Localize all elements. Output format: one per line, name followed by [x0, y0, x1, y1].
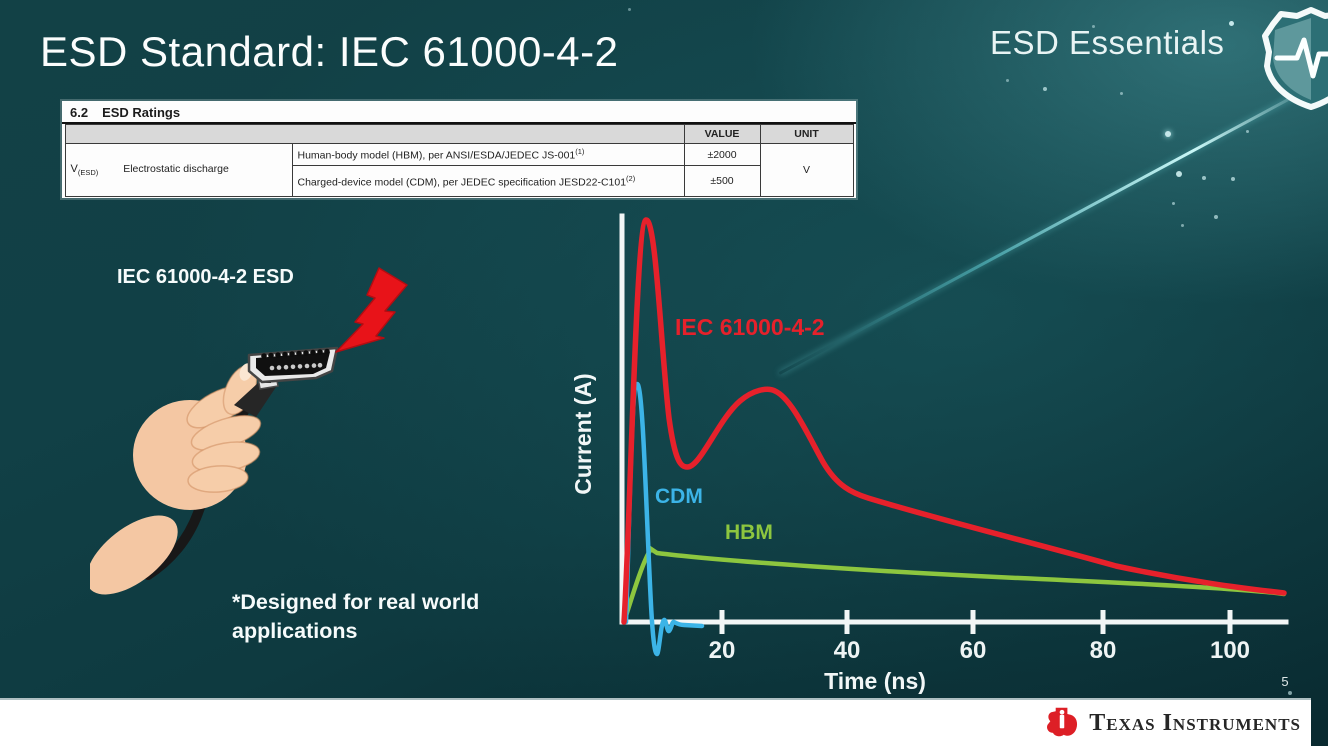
- header-unit: UNIT: [759, 124, 854, 144]
- section-number: 6.2: [70, 105, 89, 120]
- sparkle-dot: [1043, 87, 1047, 91]
- parameter-cell: V(ESD) Electrostatic discharge: [64, 143, 293, 197]
- curve-cdm: [623, 381, 705, 657]
- sparkle-dot: [1214, 215, 1218, 219]
- curve-iec: [621, 217, 1287, 625]
- y-axis-label: Current (A): [570, 373, 596, 495]
- sparkle-dot: [1246, 130, 1249, 133]
- section-title: ESD Ratings: [102, 105, 181, 120]
- x-axis-label: Time (ns): [824, 668, 926, 694]
- unit-cell: V: [759, 143, 854, 197]
- ti-bug-icon: [1047, 707, 1078, 737]
- sparkle-dot: [1189, 38, 1192, 41]
- sparkle-dot: [1229, 21, 1234, 26]
- x-tick-40: 40: [833, 637, 861, 664]
- ratings-heading: 6.2 ESD Ratings: [62, 101, 856, 124]
- series-label-cdm: CDM: [655, 485, 703, 508]
- hand-hdmi-illustration: [86, 255, 430, 600]
- program-badge-label: ESD Essentials: [990, 24, 1225, 61]
- sparkle-dot: [1006, 79, 1009, 82]
- row-value: ±500: [683, 165, 761, 197]
- x-tick-60: 60: [959, 637, 987, 664]
- x-tick-100: 100: [1209, 637, 1251, 664]
- sparkle-dot: [628, 8, 631, 11]
- designed-note: *Designed for real world applications: [232, 590, 480, 644]
- ti-wordmark: Texas Instruments: [1089, 709, 1301, 736]
- page-title: ESD Standard: IEC 61000-4-2: [40, 28, 619, 75]
- slide-number: 5: [1281, 674, 1289, 689]
- esd-waveform-chart: Current (A) Time (ns) 20 40 60 80 100 IE…: [560, 190, 1328, 700]
- hdmi-connector: [247, 346, 339, 384]
- plug-body: [234, 383, 276, 417]
- sparkle-dot: [1288, 691, 1292, 695]
- x-tick-20: 20: [708, 637, 736, 664]
- row-value: ±2000: [683, 143, 761, 166]
- sparkle-dot: [1165, 131, 1171, 137]
- ratings-table: VALUE UNIT V(ESD) Electrostatic discharg…: [64, 124, 854, 197]
- sparkle-dot: [1202, 176, 1206, 180]
- header-value: VALUE: [683, 124, 761, 144]
- series-label-iec: IEC 61000-4-2: [675, 314, 825, 340]
- sparkle-dot: [1172, 202, 1175, 205]
- parameter-name: Electrostatic discharge: [123, 162, 229, 175]
- series-label-hbm: HBM: [725, 521, 773, 544]
- symbol: V(ESD): [70, 162, 99, 178]
- sparkle-dot: [1231, 177, 1235, 181]
- illustration-label: IEC 61000-4-2 ESD: [117, 266, 294, 288]
- row-desc: Charged-device model (CDM), per JEDEC sp…: [291, 165, 685, 197]
- lightning-bolt-icon: [335, 267, 408, 353]
- sparkle-dot: [1092, 25, 1095, 28]
- x-tick-80: 80: [1089, 637, 1117, 664]
- sparkle-dot: [1181, 224, 1184, 227]
- footer-bar: Texas Instruments: [0, 698, 1311, 746]
- row-desc: Human-body model (HBM), per ANSI/ESDA/JE…: [291, 143, 685, 166]
- ti-logo: Texas Instruments: [1044, 705, 1301, 741]
- esd-ratings-panel: 6.2 ESD Ratings VALUE UNIT V(ESD) Electro…: [62, 101, 856, 198]
- sparkle-dot: [1120, 92, 1123, 95]
- header-empty-cell: [64, 124, 685, 144]
- esd-shield-icon: [1261, 6, 1328, 115]
- sparkle-dot: [1176, 171, 1182, 177]
- x-axis-ticks: [719, 610, 1233, 634]
